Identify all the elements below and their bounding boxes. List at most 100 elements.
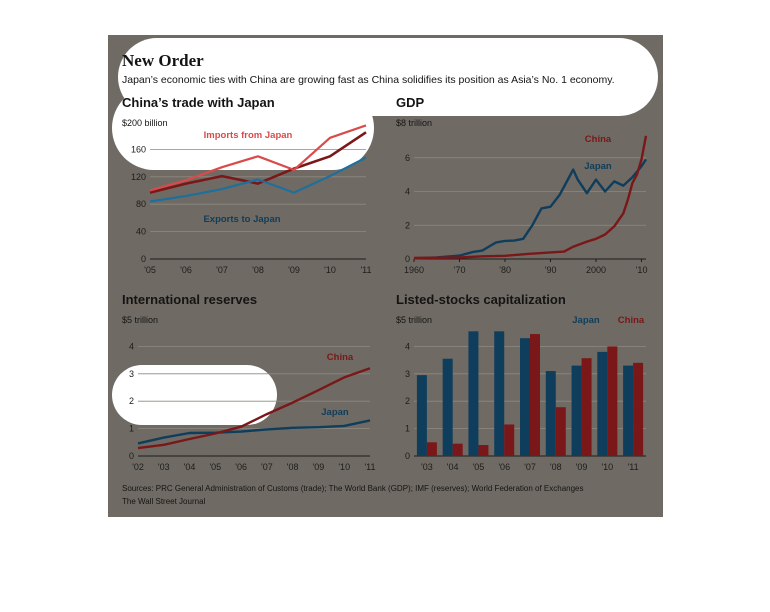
reserves-xtick-label: '08 [287,462,299,472]
stocks-ytick-label: 0 [405,451,410,461]
stocks-bar-china [504,424,515,456]
stocks-bar-japan [520,338,530,456]
gdp-ytick-label: 4 [405,187,410,197]
stocks-bar-japan [597,351,608,456]
trade-chart-title: China’s trade with Japan [122,95,275,110]
gdp-xtick-label: ’90 [544,265,556,275]
stocks-bar-china [426,442,437,456]
gdp-xtick-label: ’10 [635,265,647,275]
stocks-ytick-label: 3 [405,369,410,379]
stocks-ytick-label: 2 [405,396,410,406]
reserves-xtick-label: '03 [158,462,170,472]
highlight-blob-reserves [112,365,277,425]
stocks-xtick-label: '07 [524,462,536,472]
reserves-unit-label: $5 trillion [122,315,159,325]
credit-note: The Wall Street Journal [122,497,206,506]
reserves-xtick-label: '02 [132,462,144,472]
stocks-chart-title: Listed-stocks capitalization [396,292,566,307]
gdp-chart-title: GDP [396,95,425,110]
reserves-ytick-label: 0 [129,451,134,461]
trade-xtick-label: '07 [216,265,228,275]
stocks-xtick-label: '03 [421,462,433,472]
gdp-xtick-label: ’80 [499,265,511,275]
trade-xtick-label: '09 [288,265,300,275]
reserves-ytick-label: 1 [129,424,134,434]
stocks-xtick-label: '11 [628,462,639,472]
stocks-bar-japan [571,365,582,456]
reserves-xtick-label: '09 [313,462,325,472]
reserves-xtick-label: '07 [261,462,273,472]
stocks-bar-china [530,334,540,456]
gdp-unit-label: $8 trillion [396,118,433,128]
trade-xtick-label: '11 [360,265,371,275]
stocks-ytick-label: 1 [405,424,410,434]
stocks-bar-china [555,407,566,456]
stocks-bar-china [452,443,463,456]
trade-exports-line [149,156,367,203]
trade-ytick-label: 0 [141,254,146,264]
stocks-bar-china [607,346,618,456]
stocks-bar-japan [623,365,634,456]
reserves-xtick-label: '10 [338,462,350,472]
reserves-ytick-label: 2 [129,396,134,406]
page-title: New Order [122,51,204,70]
trade-balance-line [149,131,367,194]
stocks-bar-china [478,445,489,456]
trade-unit-label: $200 billion [122,118,168,128]
stocks-xtick-label: '04 [447,462,459,472]
gdp-china-line [413,135,648,260]
reserves-xtick-label: '11 [364,462,375,472]
stocks-unit-label: $5 trillion [396,315,433,325]
gdp-ytick-label: 0 [405,254,410,264]
gdp-ytick-label: 6 [405,153,410,163]
stocks-bar-china [633,362,644,456]
stocks-china-legend: China [618,315,645,326]
reserves-ytick-label: 3 [129,369,134,379]
gdp-xtick-label: 2000 [586,265,606,275]
stocks-japan-legend: Japan [572,315,600,326]
reserves-xtick-label: '06 [235,462,247,472]
stocks-bar-japan [442,358,453,456]
page-subtitle: Japan’s economic ties with China are gro… [122,74,615,86]
trade-exports-legend: Exports to Japan [203,214,280,225]
reserves-japan-legend: Japan [321,407,349,418]
reserves-ytick-label: 4 [129,341,134,351]
trade-imports-legend: Imports from Japan [204,130,293,141]
reserves-china-line [137,367,371,450]
gdp-xtick-label: ’70 [453,265,465,275]
reserves-china-legend: China [327,352,354,363]
stocks-xtick-label: '06 [498,462,510,472]
gdp-ytick-label: 2 [405,220,410,230]
gdp-xtick-label: 1960 [404,265,424,275]
trade-ytick-label: 160 [131,144,146,154]
stocks-bar-japan [468,331,479,456]
stocks-xtick-label: '05 [473,462,485,472]
reserves-xtick-label: '05 [209,462,221,472]
sources-note: Sources: PRC General Administration of C… [122,484,584,493]
stocks-xtick-label: '08 [550,462,562,472]
stocks-xtick-label: '09 [576,462,588,472]
gdp-china-legend: China [585,134,612,145]
stocks-bar-china [581,358,592,456]
trade-xtick-label: '08 [252,265,264,275]
trade-ytick-label: 80 [136,199,146,209]
gdp-japan-line [413,158,648,260]
trade-ytick-label: 40 [136,227,146,237]
trade-ytick-label: 120 [131,172,146,182]
stocks-bar-japan [545,371,556,456]
stocks-bar-japan [494,331,505,456]
stocks-bar-japan [416,375,427,456]
trade-xtick-label: '06 [180,265,192,275]
stocks-xtick-label: '10 [601,462,613,472]
trade-xtick-label: '05 [144,265,156,275]
gdp-japan-legend: Japan [584,161,612,172]
trade-xtick-label: '10 [324,265,336,275]
reserves-xtick-label: '04 [184,462,196,472]
reserves-chart-title: International reserves [122,292,258,307]
reserves-japan-line [137,419,371,445]
stocks-ytick-label: 4 [405,341,410,351]
